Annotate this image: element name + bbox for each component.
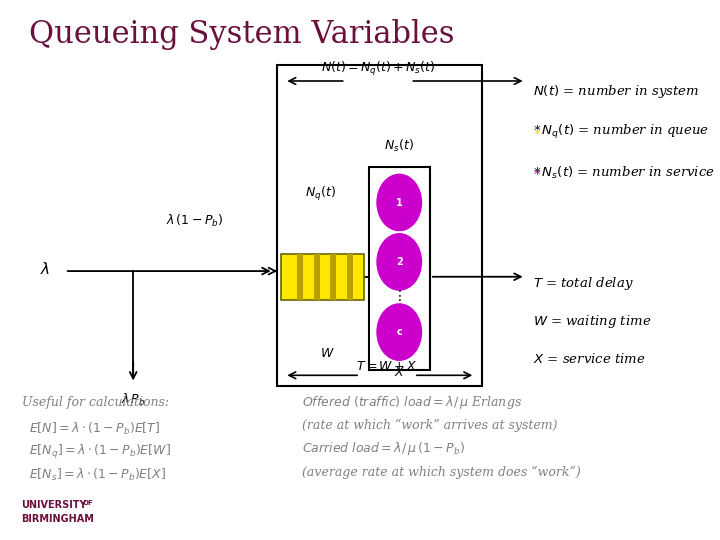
Bar: [347, 254, 353, 300]
Text: BIRMINGHAM: BIRMINGHAM: [22, 515, 94, 524]
Bar: [369, 167, 430, 370]
Ellipse shape: [376, 173, 423, 232]
Bar: [314, 254, 320, 300]
Text: $T = W + X$: $T = W + X$: [356, 360, 418, 373]
Text: $X$: $X$: [394, 366, 405, 379]
Bar: [277, 65, 482, 386]
Text: $Carried\ load = \lambda/\,\mu\,(1 - P_b)$: $Carried\ load = \lambda/\,\mu\,(1 - P_b…: [302, 440, 465, 457]
Text: OF: OF: [83, 500, 94, 507]
Ellipse shape: [376, 232, 423, 292]
Text: $E[N_s] = \lambda\cdot(1 - P_b)E[X]$: $E[N_s] = \lambda\cdot(1 - P_b)E[X]$: [29, 467, 166, 483]
Ellipse shape: [376, 302, 423, 362]
Text: $*$: $*$: [533, 166, 541, 179]
Text: Queueing System Variables: Queueing System Variables: [29, 19, 454, 50]
Text: $W$: $W$: [320, 347, 335, 360]
Text: $*\,N_s(t)$ = number in service: $*\,N_s(t)$ = number in service: [533, 165, 714, 181]
Text: ⋮: ⋮: [392, 289, 406, 303]
Text: $W$ = waiting time: $W$ = waiting time: [533, 313, 651, 330]
Text: (rate at which “work” arrives at system): (rate at which “work” arrives at system): [302, 419, 558, 432]
Text: $\lambda\,P_b$: $\lambda\,P_b$: [121, 392, 145, 408]
Text: $*\,N_q(t)$ = number in queue: $*\,N_q(t)$ = number in queue: [533, 123, 709, 141]
Bar: [297, 254, 303, 300]
Text: (average rate at which system does “work”): (average rate at which system does “work…: [302, 465, 581, 478]
Text: Useful for calculations:: Useful for calculations:: [22, 396, 168, 409]
Text: 1: 1: [396, 198, 402, 207]
Text: $E[N_q] = \lambda\cdot(1 - P_b)E[W]$: $E[N_q] = \lambda\cdot(1 - P_b)E[W]$: [29, 443, 171, 461]
Text: $N(t)$ = number in system: $N(t)$ = number in system: [533, 83, 699, 100]
Text: $N_s(t)$: $N_s(t)$: [384, 138, 414, 154]
Bar: [281, 254, 364, 300]
Text: $Offered\ (traffic)\ load = \lambda/\,\mu$ Erlangs: $Offered\ (traffic)\ load = \lambda/\,\m…: [302, 394, 523, 411]
Text: UNIVERSITY: UNIVERSITY: [22, 500, 87, 510]
Text: $\lambda\,(1-P_b)$: $\lambda\,(1-P_b)$: [166, 213, 223, 230]
Text: $N(t) = N_q(t) + N_s(t)$: $N(t) = N_q(t) + N_s(t)$: [321, 60, 435, 78]
Text: c: c: [397, 327, 402, 337]
Text: $E[N] = \lambda\cdot(1 - P_b)E[T]$: $E[N] = \lambda\cdot(1 - P_b)E[T]$: [29, 421, 160, 437]
Text: $X$ = service time: $X$ = service time: [533, 352, 646, 366]
Text: $*$: $*$: [533, 126, 541, 139]
Text: $\lambda$: $\lambda$: [40, 261, 50, 277]
Text: $T$ = total delay: $T$ = total delay: [533, 275, 634, 292]
Text: $N_q(t)$: $N_q(t)$: [305, 185, 336, 204]
Text: 2: 2: [396, 257, 402, 267]
Bar: [330, 254, 336, 300]
